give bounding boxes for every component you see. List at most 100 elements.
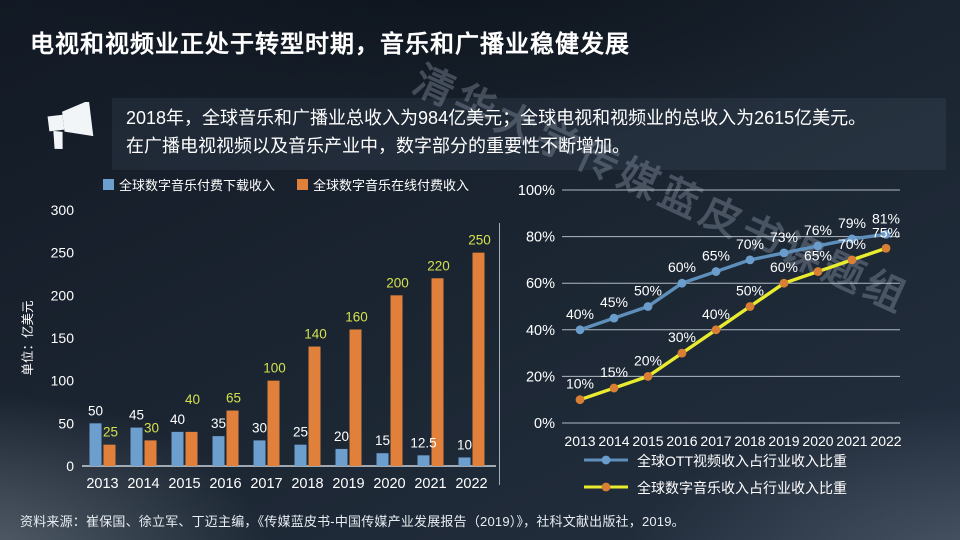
summary-line-2: 在广播电视视频以及音乐产业中，数字部分的重要性不断增加。 xyxy=(126,135,630,156)
bar-streaming xyxy=(267,380,280,466)
point-label: 50% xyxy=(634,283,662,299)
data-point xyxy=(643,302,653,311)
x-tick-label: 2016 xyxy=(209,476,241,492)
data-point xyxy=(881,243,891,253)
bar-download xyxy=(253,440,266,466)
point-label: 65% xyxy=(702,248,730,264)
data-point xyxy=(881,229,891,239)
x-tick-label: 2020 xyxy=(802,433,833,449)
legend-swatch-blue xyxy=(102,179,114,190)
legend-label: 全球数字音乐收入占行业收入比重 xyxy=(637,480,847,496)
point-label: 20% xyxy=(634,352,662,368)
point-label: 70% xyxy=(838,236,866,252)
summary-section: 2018年，全球音乐和广播业总收入为984亿美元；全球电视和视频业的总收入为26… xyxy=(42,98,946,170)
source-text: 资料来源：崔保国、徐立军、丁迈主编，《传媒蓝皮书-中国传媒产业发展报告（2019… xyxy=(20,514,685,529)
summary-line-1: 2018年，全球音乐和广播业总收入为984亿美元；全球电视和视频业的总收入为26… xyxy=(126,108,867,128)
data-point xyxy=(575,395,585,405)
x-tick-label: 2021 xyxy=(836,433,867,449)
x-tick-label: 2022 xyxy=(455,476,487,492)
data-point xyxy=(847,234,857,244)
line-chart-svg: 0%20%40%60%80%100%2013 2014 2015 2016 2017 20… xyxy=(518,183,902,449)
data-point xyxy=(745,255,755,265)
data-point xyxy=(643,372,653,381)
bar-download xyxy=(171,431,184,466)
point-label: 50% xyxy=(736,283,764,299)
x-tick-label: 2013 xyxy=(564,433,595,449)
legend-item-music: 全球数字音乐收入占行业收入比重 xyxy=(583,476,847,500)
legend-line-glyph xyxy=(584,455,628,465)
bar-label: 65 xyxy=(226,391,241,406)
point-label: 81% xyxy=(872,210,900,226)
bar-streaming xyxy=(308,346,321,466)
point-label: 10% xyxy=(566,376,594,392)
x-tick-label: 2022 xyxy=(870,433,901,449)
legend-label: 全球数字音乐在线付费收入 xyxy=(313,178,470,193)
chart-divider-line xyxy=(499,223,500,485)
data-point xyxy=(847,255,857,265)
summary-box: 2018年，全球音乐和广播业总收入为984亿美元；全球电视和视频业的总收入为26… xyxy=(112,98,946,170)
data-point xyxy=(677,348,687,358)
point-label: 60% xyxy=(668,259,696,275)
x-tick-label: 2021 xyxy=(414,476,446,492)
legend-label: 全球OTT视频收入占行业收入比重 xyxy=(637,453,847,469)
x-tick-label: 2017 xyxy=(700,433,731,449)
x-tick-label: 2018 xyxy=(734,433,765,449)
y-tick-label: 0 xyxy=(66,458,74,474)
data-point xyxy=(779,278,789,288)
data-point xyxy=(609,313,619,323)
point-label: 73% xyxy=(770,229,798,245)
bar-download xyxy=(417,455,430,466)
page-title: 电视和视频业正处于转型时期，音乐和广播业稳健发展 xyxy=(30,31,630,58)
data-point xyxy=(677,278,687,288)
legend-item-download: 全球数字音乐付费下载收入 xyxy=(102,175,275,194)
y-tick-label: 80% xyxy=(526,230,555,246)
point-label: 79% xyxy=(838,215,866,231)
legend-dot xyxy=(601,482,611,492)
data-point xyxy=(609,383,619,393)
bar-download xyxy=(458,457,471,466)
x-tick-label: 2015 xyxy=(632,433,663,449)
y-tick-label: 100% xyxy=(518,183,555,199)
data-point xyxy=(813,241,823,251)
bar-streaming xyxy=(144,440,157,466)
bar-download xyxy=(130,427,143,466)
bar-chart-legend: 全球数字音乐付费下载收入 全球数字音乐在线付费收入 xyxy=(80,175,492,194)
x-tick-label: 2014 xyxy=(127,476,159,492)
data-point xyxy=(779,248,789,258)
bar-label: 12.5 xyxy=(410,435,436,450)
x-tick-label: 2016 xyxy=(666,433,697,449)
point-label: 45% xyxy=(600,294,628,310)
data-point xyxy=(711,267,721,276)
legend-dot xyxy=(601,455,611,465)
x-tick-label: 2020 xyxy=(373,476,405,492)
bar-label: 200 xyxy=(386,275,409,290)
legend-item-streaming: 全球数字音乐在线付费收入 xyxy=(297,175,469,194)
x-tick-label: 2013 xyxy=(86,476,118,492)
bar-label: 160 xyxy=(345,309,368,324)
x-tick-label: 2018 xyxy=(291,476,323,492)
y-tick-label: 20% xyxy=(526,369,555,385)
line-series xyxy=(578,232,888,332)
bar-streaming xyxy=(103,444,116,466)
point-label: 40% xyxy=(702,306,730,322)
y-tick-label: 60% xyxy=(526,276,555,292)
bar-download xyxy=(89,423,102,466)
bar-label: 35 xyxy=(211,416,226,431)
bar-streaming xyxy=(185,431,198,466)
bar-label: 250 xyxy=(468,233,491,248)
bar-label: 25 xyxy=(293,425,308,440)
bar-label: 140 xyxy=(304,327,327,342)
line-chart-legend: 全球OTT视频收入占行业收入比重 全球数字音乐收入占行业收入比重 xyxy=(530,449,900,500)
data-point xyxy=(575,325,585,335)
point-label: 70% xyxy=(736,236,764,252)
point-label: 65% xyxy=(804,248,832,264)
legend-swatch-orange xyxy=(297,179,308,190)
point-label: 60% xyxy=(770,259,798,275)
bar-download xyxy=(376,453,389,466)
data-point xyxy=(813,267,823,276)
point-label: 30% xyxy=(668,329,696,345)
legend-label: 全球数字音乐付费下载收入 xyxy=(118,178,275,193)
bar-label: 30 xyxy=(252,420,267,435)
bar-label: 100 xyxy=(263,361,286,376)
